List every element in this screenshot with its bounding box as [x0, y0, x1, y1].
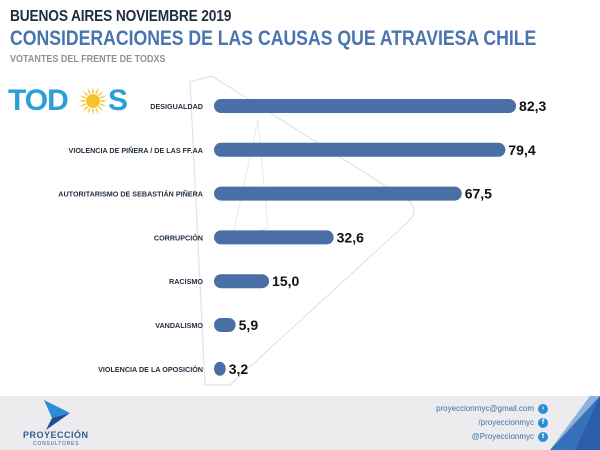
bar	[214, 142, 506, 157]
footer: PROYECCIÓN CONSULTORES proyeccionmyc@gma…	[0, 396, 600, 450]
footer-brand-sub: CONSULTORES	[33, 441, 80, 447]
value-label: 15,0	[272, 273, 299, 289]
value-label: 32,6	[337, 229, 364, 245]
chart-subtitle: VOTANTES DEL FRENTE DE TODXS	[10, 54, 166, 65]
proyeccion-logo-icon	[44, 400, 70, 430]
bar	[214, 230, 334, 245]
value-label: 79,4	[508, 142, 535, 158]
contact-twitter-text: @Proyeccionmyc	[471, 432, 534, 442]
bar	[214, 186, 462, 201]
value-label: 82,3	[519, 98, 546, 114]
category-label: VIOLENCIA DE PIÑERA / DE LAS FF.AA	[69, 146, 203, 155]
value-label: 67,5	[465, 186, 492, 202]
contact-facebook-text: /proyeccionmyc	[478, 418, 534, 428]
logo-text-left: TOD	[8, 84, 69, 117]
facebook-icon: f	[538, 418, 548, 428]
logo-text-right: S	[108, 84, 128, 117]
category-label: VIOLENCIA DE LA OPOSICIÓN	[98, 365, 203, 374]
chart-title: CONSIDERACIONES DE LAS CAUSAS QUE ATRAVI…	[10, 27, 537, 50]
contact-email[interactable]: proyeccionmyc@gmail.com ›	[436, 404, 548, 414]
bar	[214, 318, 236, 332]
contact-email-text: proyeccionmyc@gmail.com	[436, 404, 534, 414]
category-label: RACISMO	[169, 277, 203, 286]
arrow-icon: ›	[538, 404, 548, 414]
report-date-title: BUENOS AIRES NOVIEMBRE 2019	[10, 8, 232, 25]
footer-brand: PROYECCIÓN	[23, 430, 89, 440]
category-label: CORRUPCIÓN	[154, 233, 203, 242]
footer-corner-shape	[550, 396, 600, 450]
bar-chart: DESIGUALDAD 82,3 VIOLENCIA DE PIÑERA / DE …	[58, 98, 546, 377]
twitter-icon: t	[538, 432, 548, 442]
contact-twitter[interactable]: @Proyeccionmyc t	[472, 432, 548, 442]
contact-facebook[interactable]: /proyeccionmyc f	[478, 418, 548, 428]
category-label: AUTORITARISMO DE SEBASTIÁN PIÑERA	[58, 190, 203, 199]
category-label: VANDALISMO	[155, 321, 203, 330]
bar	[214, 274, 270, 289]
value-label: 3,2	[229, 361, 249, 377]
bar	[214, 99, 517, 113]
bar	[214, 361, 226, 376]
category-label: DESIGUALDAD	[150, 102, 203, 111]
header: BUENOS AIRES NOVIEMBRE 2019 CONSIDERACIO…	[10, 8, 600, 65]
sun-icon	[78, 86, 108, 116]
value-label: 5,9	[239, 317, 259, 333]
